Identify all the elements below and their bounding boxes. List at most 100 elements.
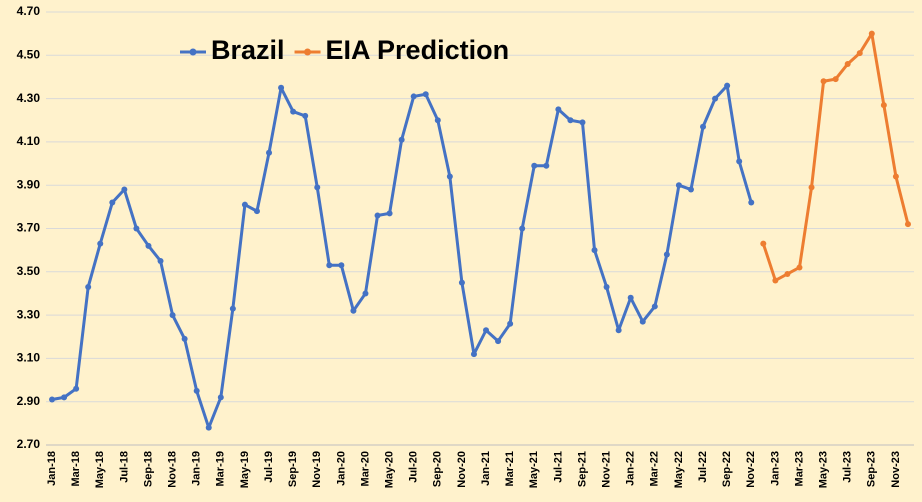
x-tick-label: Nov-22 [745,451,757,488]
data-point [543,162,550,169]
data-point [266,149,273,156]
data-point [615,327,622,334]
data-point [205,424,212,431]
x-tick-label: Nov-21 [600,451,612,488]
data-point [627,294,634,301]
x-tick-label: Jul-19 [263,451,275,483]
x-tick-label: Jan-19 [191,451,203,486]
data-point [61,394,68,401]
y-tick-label: 3.50 [17,264,41,278]
data-point [736,158,743,165]
x-tick-label: Sep-21 [576,451,588,487]
data-point [567,117,574,124]
data-point [278,84,285,91]
data-point [639,318,646,325]
x-tick-label: Sep-22 [721,451,733,487]
x-tick-label: Jul-20 [408,451,420,483]
data-point [338,262,345,269]
x-tick-label: May-21 [528,451,540,488]
y-tick-label: 4.10 [17,134,41,148]
data-point [651,303,658,310]
data-point [446,173,453,180]
data-point [483,327,490,334]
data-point [603,283,610,290]
data-point [808,184,815,191]
data-point [507,320,514,327]
x-tick-label: Jan-22 [625,451,637,486]
data-point [97,240,104,247]
legend-label: Brazil [211,35,285,65]
data-point [386,210,393,217]
data-point [760,240,767,247]
data-point [434,117,441,124]
data-point [181,335,188,342]
x-tick-label: Jan-21 [480,451,492,486]
data-point [844,60,851,67]
data-point [121,186,128,193]
x-tick-label: Sep-18 [142,451,154,487]
x-tick-label: Mar-19 [215,451,227,486]
legend-marker [304,48,312,56]
data-point [374,212,381,219]
x-tick-label: May-18 [94,451,106,488]
data-point [495,338,502,345]
x-tick-label: Jan-20 [335,451,347,486]
data-point [784,270,791,277]
y-tick-label: 3.10 [17,351,41,365]
x-tick-label: May-22 [673,451,685,488]
data-point [290,108,297,115]
data-point [422,91,429,98]
x-tick-label: Nov-20 [456,451,468,488]
y-tick-label: 3.30 [17,307,41,321]
data-point [85,283,92,290]
data-point [326,262,333,269]
y-tick-label: 3.70 [17,221,41,235]
data-point [470,351,477,358]
x-tick-label: Jan-18 [46,451,58,486]
data-point [362,290,369,297]
x-tick-label: Mar-22 [649,451,661,486]
x-tick-label: Nov-18 [166,451,178,488]
x-tick-label: Nov-23 [890,451,902,488]
data-point [350,307,357,314]
data-point [663,251,670,258]
x-tick-label: Sep-20 [432,451,444,487]
data-point [410,93,417,100]
x-tick-label: May-19 [239,451,251,488]
data-point [748,199,755,206]
data-point [892,173,899,180]
data-point [724,82,731,89]
x-tick-label: Mar-23 [793,451,805,486]
x-tick-label: Sep-23 [866,451,878,487]
x-tick-label: Jan-23 [769,451,781,486]
x-tick-label: Sep-19 [287,451,299,487]
data-point [687,186,694,193]
data-point [591,247,598,254]
data-point [229,305,236,312]
data-point [157,257,164,264]
y-tick-label: 4.30 [17,91,41,105]
data-point [712,95,719,102]
data-point [675,182,682,189]
x-tick-label: Jul-22 [697,451,709,483]
data-point [217,394,224,401]
y-tick-label: 4.50 [17,47,41,61]
data-point [868,30,875,37]
data-point [904,221,911,228]
y-tick-label: 2.70 [17,437,41,451]
data-point [193,387,200,394]
series-line [761,32,910,282]
data-point [531,162,538,169]
data-point [145,242,152,249]
data-point [133,225,140,232]
data-point [880,102,887,109]
x-tick-label: Mar-21 [504,451,516,486]
y-tick-label: 4.70 [17,4,41,18]
legend-marker [189,48,197,56]
data-point [49,396,56,403]
x-tick-label: Jul-23 [842,451,854,483]
data-point [856,50,863,57]
legend-label: EIA Prediction [326,35,510,65]
data-point [109,199,116,206]
